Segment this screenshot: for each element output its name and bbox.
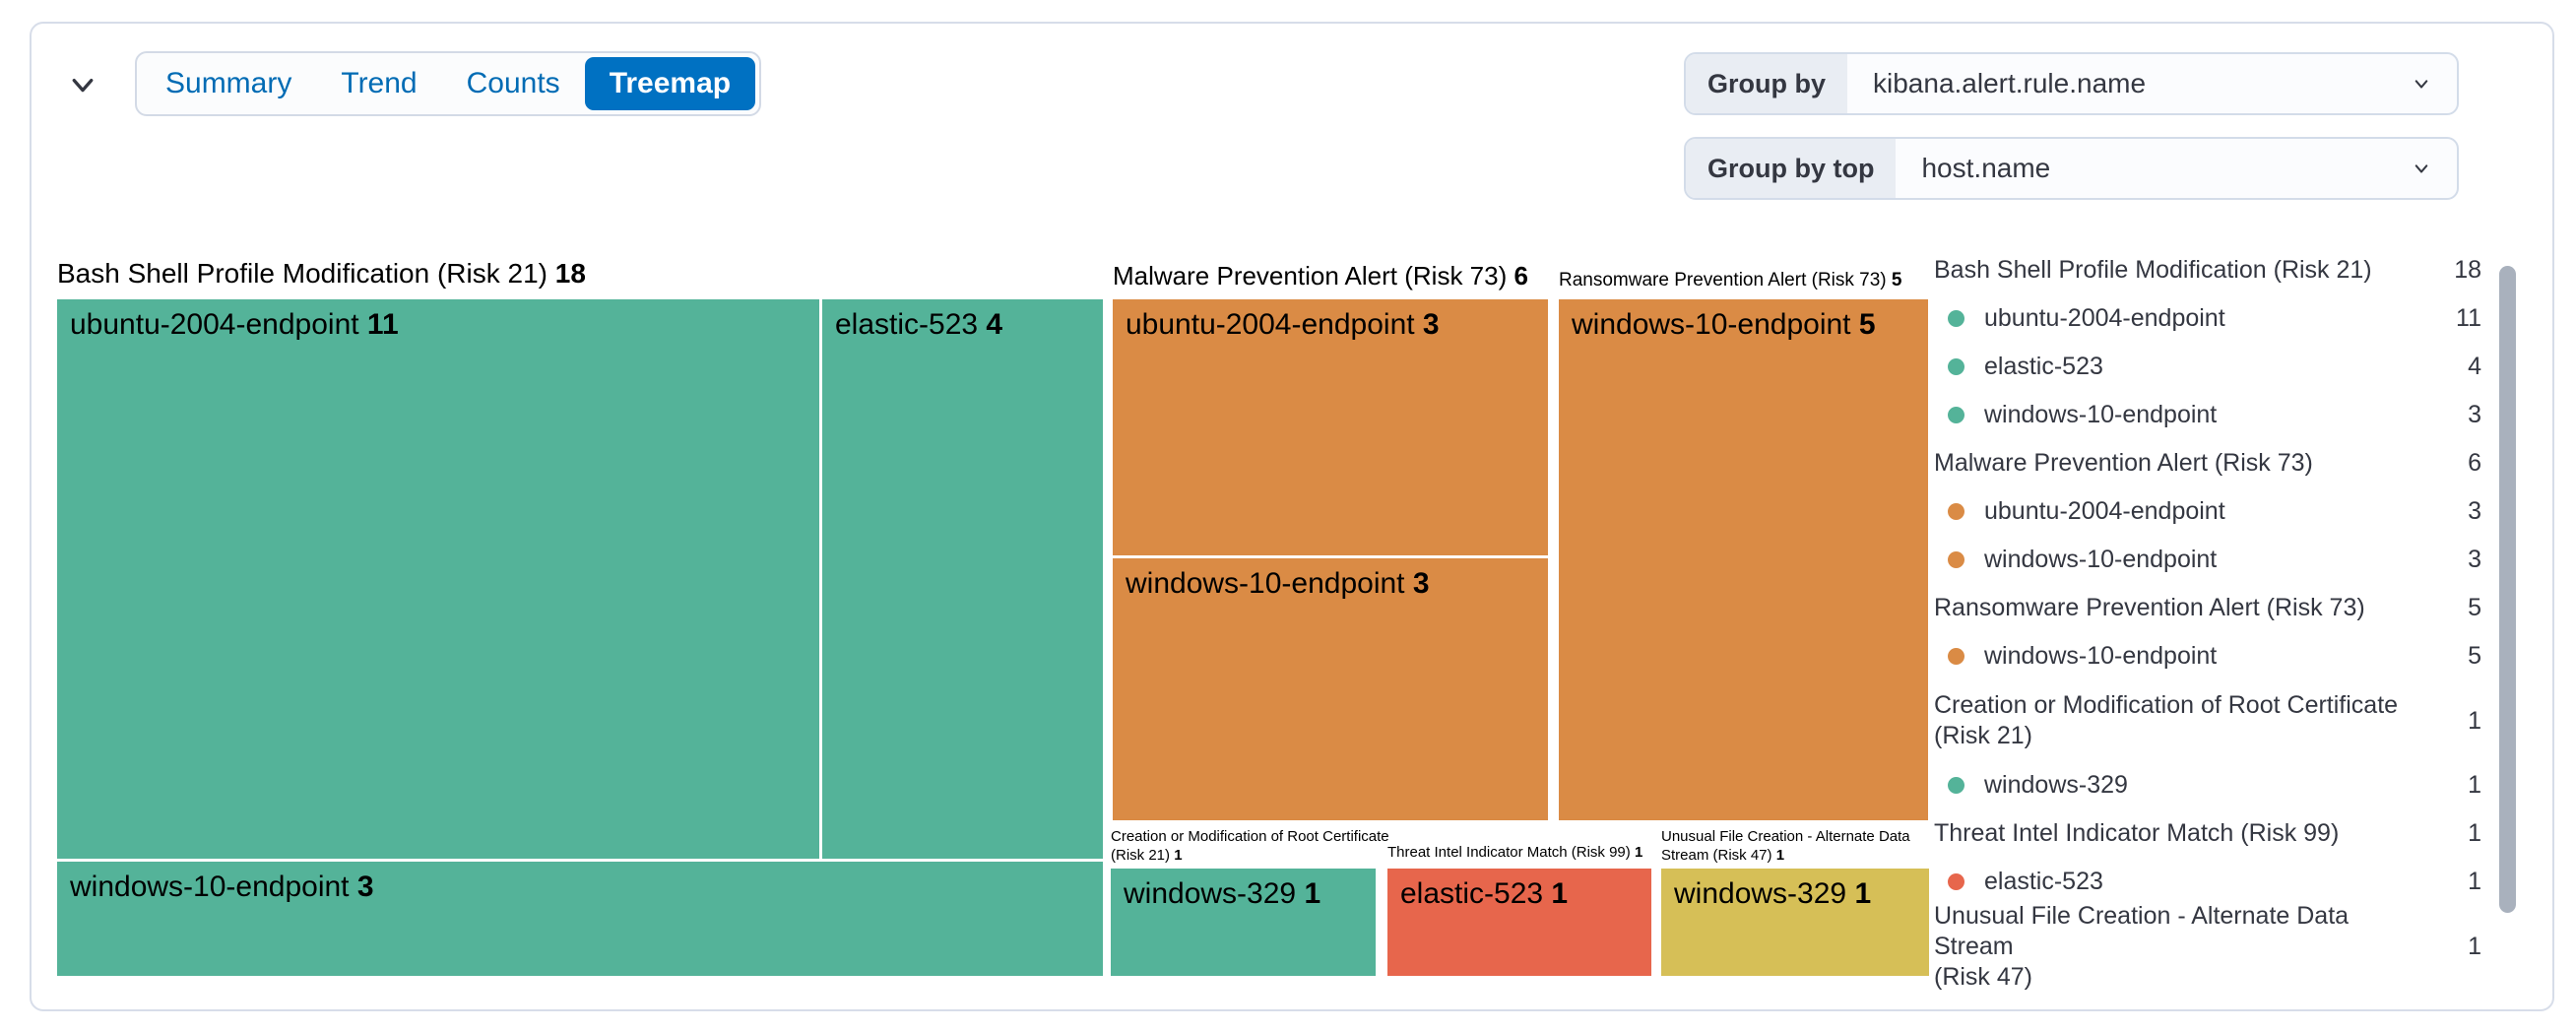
legend-color-dot-icon [1948, 648, 1964, 665]
chevron-down-icon [2408, 139, 2457, 198]
treemap-cell-label: elastic-523 1 [1400, 877, 1569, 910]
treemap-cell[interactable]: windows-10-endpoint 5 [1559, 299, 1928, 820]
group-by-top-label: Group by top [1686, 139, 1897, 198]
treemap-cell-label: ubuntu-2004-endpoint 3 [1126, 308, 1440, 341]
treemap-cell-label: windows-10-endpoint 3 [70, 871, 374, 903]
treemap-cell[interactable]: windows-10-endpoint 3 [57, 862, 1103, 976]
group-by-value: kibana.alert.rule.name [1873, 68, 2147, 98]
legend-item-label: Creation or Modification of Root Certifi… [1934, 691, 2399, 749]
treemap-legend: Bash Shell Profile Modification (Risk 21… [1930, 246, 2481, 991]
treemap-cell[interactable]: windows-329 1 [1111, 869, 1376, 976]
chevron-down-icon [63, 65, 102, 104]
legend-item-count: 5 [2468, 642, 2481, 670]
legend-item[interactable]: Ransomware Prevention Alert (Risk 73) 5 [1930, 584, 2481, 632]
legend-item-count: 1 [2468, 771, 2481, 799]
tab-trend[interactable]: Trend [316, 57, 441, 110]
legend-color-dot-icon [1948, 503, 1964, 520]
legend-item-count: 3 [2468, 401, 2481, 428]
legend-item-label: ubuntu-2004-endpoint [1984, 497, 2225, 525]
legend-color-dot-icon [1948, 358, 1964, 375]
legend-item-count: 3 [2468, 497, 2481, 525]
legend-item-label: Bash Shell Profile Modification (Risk 21… [1934, 256, 2372, 284]
legend-item-count: 3 [2468, 546, 2481, 573]
view-mode-tabs: Summary Trend Counts Treemap [135, 51, 762, 116]
legend-item-label: windows-329 [1984, 771, 2128, 799]
legend-item-label: ubuntu-2004-endpoint [1984, 304, 2225, 332]
legend-item-count: 1 [2468, 819, 2481, 847]
legend-item-count: 1 [2468, 932, 2481, 960]
treemap-cell-label: windows-10-endpoint 5 [1572, 308, 1876, 341]
treemap-group-label: Threat Intel Indicator Match (Risk 99) 1 [1387, 844, 1643, 861]
treemap-cell[interactable]: elastic-523 1 [1387, 869, 1651, 976]
legend-item-label: Ransomware Prevention Alert (Risk 73) [1934, 594, 2365, 621]
legend-item-count: 4 [2468, 353, 2481, 380]
legend-item-label: Malware Prevention Alert (Risk 73) [1934, 449, 2313, 477]
legend-item[interactable]: windows-10-endpoint 5 [1930, 632, 2481, 680]
treemap-cell[interactable]: ubuntu-2004-endpoint 11 [57, 299, 819, 859]
legend-item[interactable]: windows-10-endpoint 3 [1930, 536, 2481, 584]
legend-item-label: windows-10-endpoint [1984, 401, 2218, 428]
legend-item-label: Unusual File Creation - Alternate Data S… [1934, 901, 2350, 991]
legend-item-label: elastic-523 [1984, 868, 2103, 895]
group-by-label: Group by [1686, 54, 1847, 113]
tab-summary[interactable]: Summary [141, 57, 316, 110]
legend-item[interactable]: Bash Shell Profile Modification (Risk 21… [1930, 246, 2481, 294]
treemap-group-label: Malware Prevention Alert (Risk 73) 6 [1113, 261, 1528, 290]
treemap-cell-label: ubuntu-2004-endpoint 11 [70, 308, 399, 341]
legend-color-dot-icon [1948, 407, 1964, 423]
treemap-cell[interactable]: ubuntu-2004-endpoint 3 [1113, 299, 1548, 555]
collapse-panel-button[interactable] [55, 57, 110, 112]
treemap-group-label: Unusual File Creation - Alternate Data St… [1661, 828, 1910, 864]
legend-item-count: 1 [2468, 706, 2481, 735]
tab-counts[interactable]: Counts [442, 57, 585, 110]
treemap-group-label: Bash Shell Profile Modification (Risk 21… [57, 258, 586, 289]
legend-color-dot-icon [1948, 777, 1964, 794]
treemap-cell[interactable]: elastic-523 4 [822, 299, 1103, 859]
legend-item-count: 1 [2468, 868, 2481, 895]
legend-color-dot-icon [1948, 551, 1964, 568]
tab-treemap[interactable]: Treemap [584, 57, 756, 110]
legend-item-count: 5 [2468, 594, 2481, 621]
chevron-down-icon [2408, 54, 2457, 113]
legend-color-dot-icon [1948, 873, 1964, 890]
legend-item-label: windows-10-endpoint [1984, 642, 2218, 670]
legend-scrollbar[interactable] [2499, 266, 2516, 913]
treemap-cell[interactable]: windows-10-endpoint 3 [1113, 558, 1548, 820]
group-by-select[interactable]: Group by kibana.alert.rule.name [1684, 52, 2459, 115]
legend-item-count: 18 [2454, 256, 2481, 284]
group-by-top-value: host.name [1921, 153, 2051, 183]
legend-item[interactable]: elastic-523 4 [1930, 343, 2481, 391]
legend-item[interactable]: windows-10-endpoint 3 [1930, 391, 2481, 439]
treemap-cell-label: windows-329 1 [1674, 877, 1872, 910]
legend-item[interactable]: Unusual File Creation - Alternate Data S… [1930, 902, 2481, 991]
legend-color-dot-icon [1948, 310, 1964, 327]
legend-item-count: 6 [2468, 449, 2481, 477]
legend-item[interactable]: Creation or Modification of Root Certifi… [1930, 680, 2481, 761]
legend-item[interactable]: windows-329 1 [1930, 761, 2481, 809]
legend-item[interactable]: Malware Prevention Alert (Risk 73) 6 [1930, 439, 2481, 487]
legend-item-count: 11 [2456, 304, 2481, 332]
legend-item[interactable]: ubuntu-2004-endpoint 11 [1930, 294, 2481, 343]
legend-item[interactable]: ubuntu-2004-endpoint 3 [1930, 487, 2481, 536]
treemap-cell-label: elastic-523 4 [835, 308, 1003, 341]
group-by-top-select[interactable]: Group by top host.name [1684, 137, 2459, 200]
legend-item-label: windows-10-endpoint [1984, 546, 2218, 573]
legend-item[interactable]: elastic-523 1 [1930, 858, 2481, 906]
treemap-group-label: Ransomware Prevention Alert (Risk 73) 5 [1559, 270, 1902, 290]
legend-item-label: Threat Intel Indicator Match (Risk 99) [1934, 819, 2340, 847]
treemap-cell[interactable]: windows-329 1 [1661, 869, 1929, 976]
treemap-cell-label: windows-10-endpoint 3 [1126, 567, 1430, 600]
treemap-group-label: Creation or Modification of Root Certifi… [1111, 828, 1389, 864]
legend-item-label: elastic-523 [1984, 353, 2103, 380]
legend-item[interactable]: Threat Intel Indicator Match (Risk 99) 1 [1930, 809, 2481, 858]
treemap-cell-label: windows-329 1 [1124, 877, 1321, 910]
